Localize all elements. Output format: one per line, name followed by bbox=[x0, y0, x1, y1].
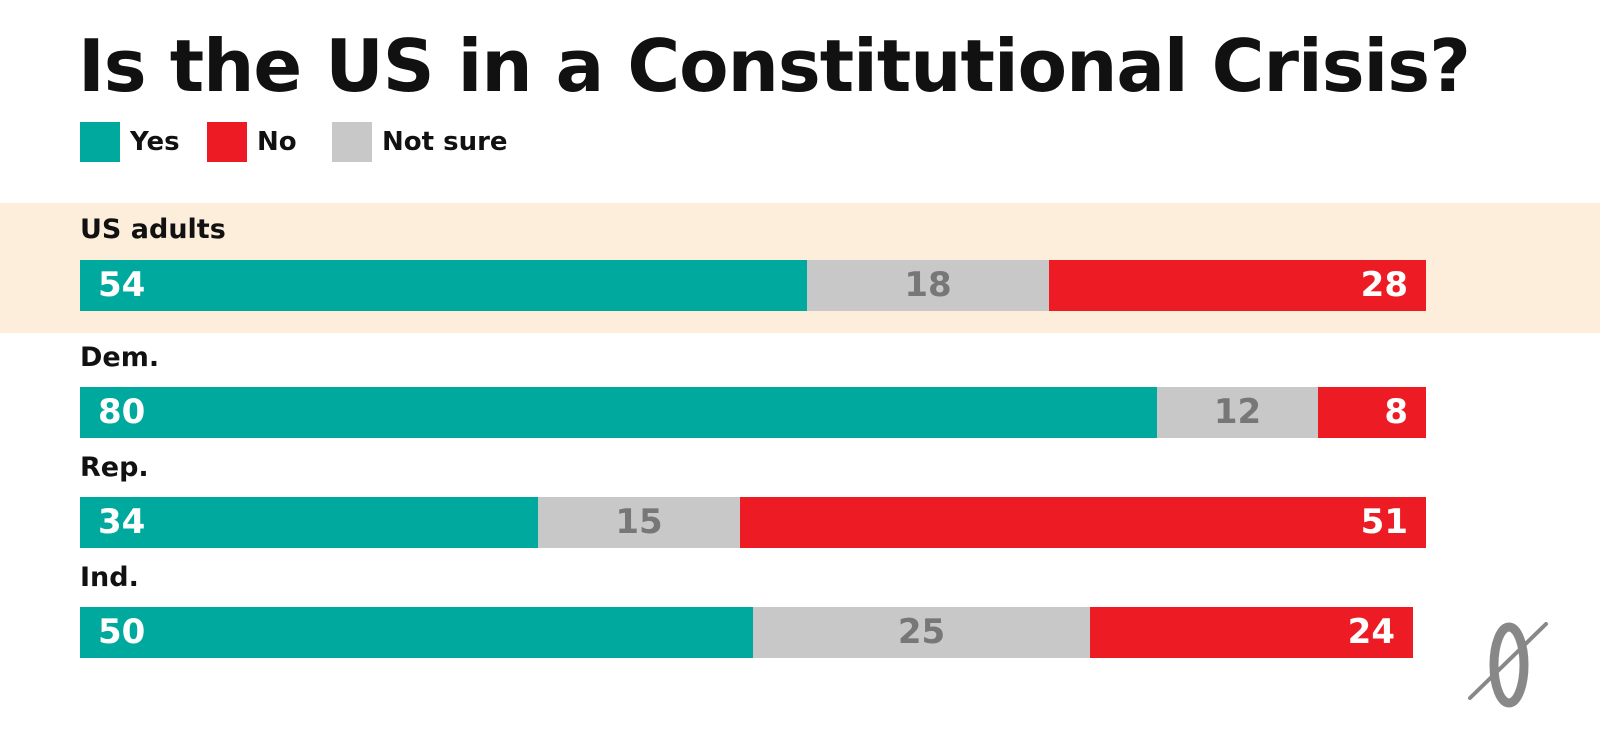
bar-segment-not-sure bbox=[807, 260, 1049, 311]
data-label-not-sure: 15 bbox=[615, 502, 663, 542]
bar-segment-not-sure bbox=[1157, 387, 1318, 438]
legend-label-not-sure: Not sure bbox=[382, 127, 508, 157]
data-label-no: 51 bbox=[1360, 502, 1408, 542]
bar-row-ind: 50 25 24 bbox=[80, 607, 1426, 658]
bar-segment-no bbox=[1090, 607, 1413, 658]
data-label-yes: 50 bbox=[98, 612, 146, 652]
group-label-dem: Dem. bbox=[80, 342, 160, 373]
group-label-rep: Rep. bbox=[80, 452, 149, 483]
legend-label-yes: Yes bbox=[130, 127, 180, 157]
bar-row-dem: 80 12 8 bbox=[80, 387, 1426, 438]
bar-segment-yes bbox=[80, 387, 1157, 438]
group-label-us-adults: US adults bbox=[80, 214, 226, 245]
bar-row-us-adults: 54 18 28 bbox=[80, 260, 1426, 311]
data-label-yes: 54 bbox=[98, 265, 146, 305]
bar-segment-yes bbox=[80, 497, 538, 548]
legend-swatch-yes bbox=[80, 122, 120, 162]
bar-segment-no bbox=[1049, 260, 1426, 311]
bar-segment-not-sure bbox=[753, 607, 1090, 658]
data-label-not-sure: 12 bbox=[1213, 392, 1262, 432]
bar-row-rep: 34 15 51 bbox=[80, 497, 1426, 548]
bar-segment-not-sure bbox=[538, 497, 740, 548]
publisher-logo-icon bbox=[1468, 622, 1548, 708]
bar-segment-no bbox=[1318, 387, 1426, 438]
bar-segment-yes bbox=[80, 607, 753, 658]
group-label-ind: Ind. bbox=[80, 562, 139, 593]
legend-swatch-no bbox=[207, 122, 247, 162]
data-label-not-sure: 18 bbox=[904, 265, 952, 305]
data-label-not-sure: 25 bbox=[897, 612, 946, 652]
data-label-no: 28 bbox=[1360, 265, 1408, 305]
data-label-no: 24 bbox=[1347, 612, 1395, 652]
bar-segment-yes bbox=[80, 260, 807, 311]
data-label-yes: 34 bbox=[98, 502, 146, 542]
legend-swatch-not-sure bbox=[332, 122, 372, 162]
chart-title: Is the US in a Constitutional Crisis? bbox=[78, 24, 1471, 108]
data-label-yes: 80 bbox=[98, 392, 146, 432]
bar-segment-no bbox=[740, 497, 1426, 548]
legend-label-no: No bbox=[257, 127, 297, 157]
data-label-no: 8 bbox=[1384, 392, 1408, 432]
